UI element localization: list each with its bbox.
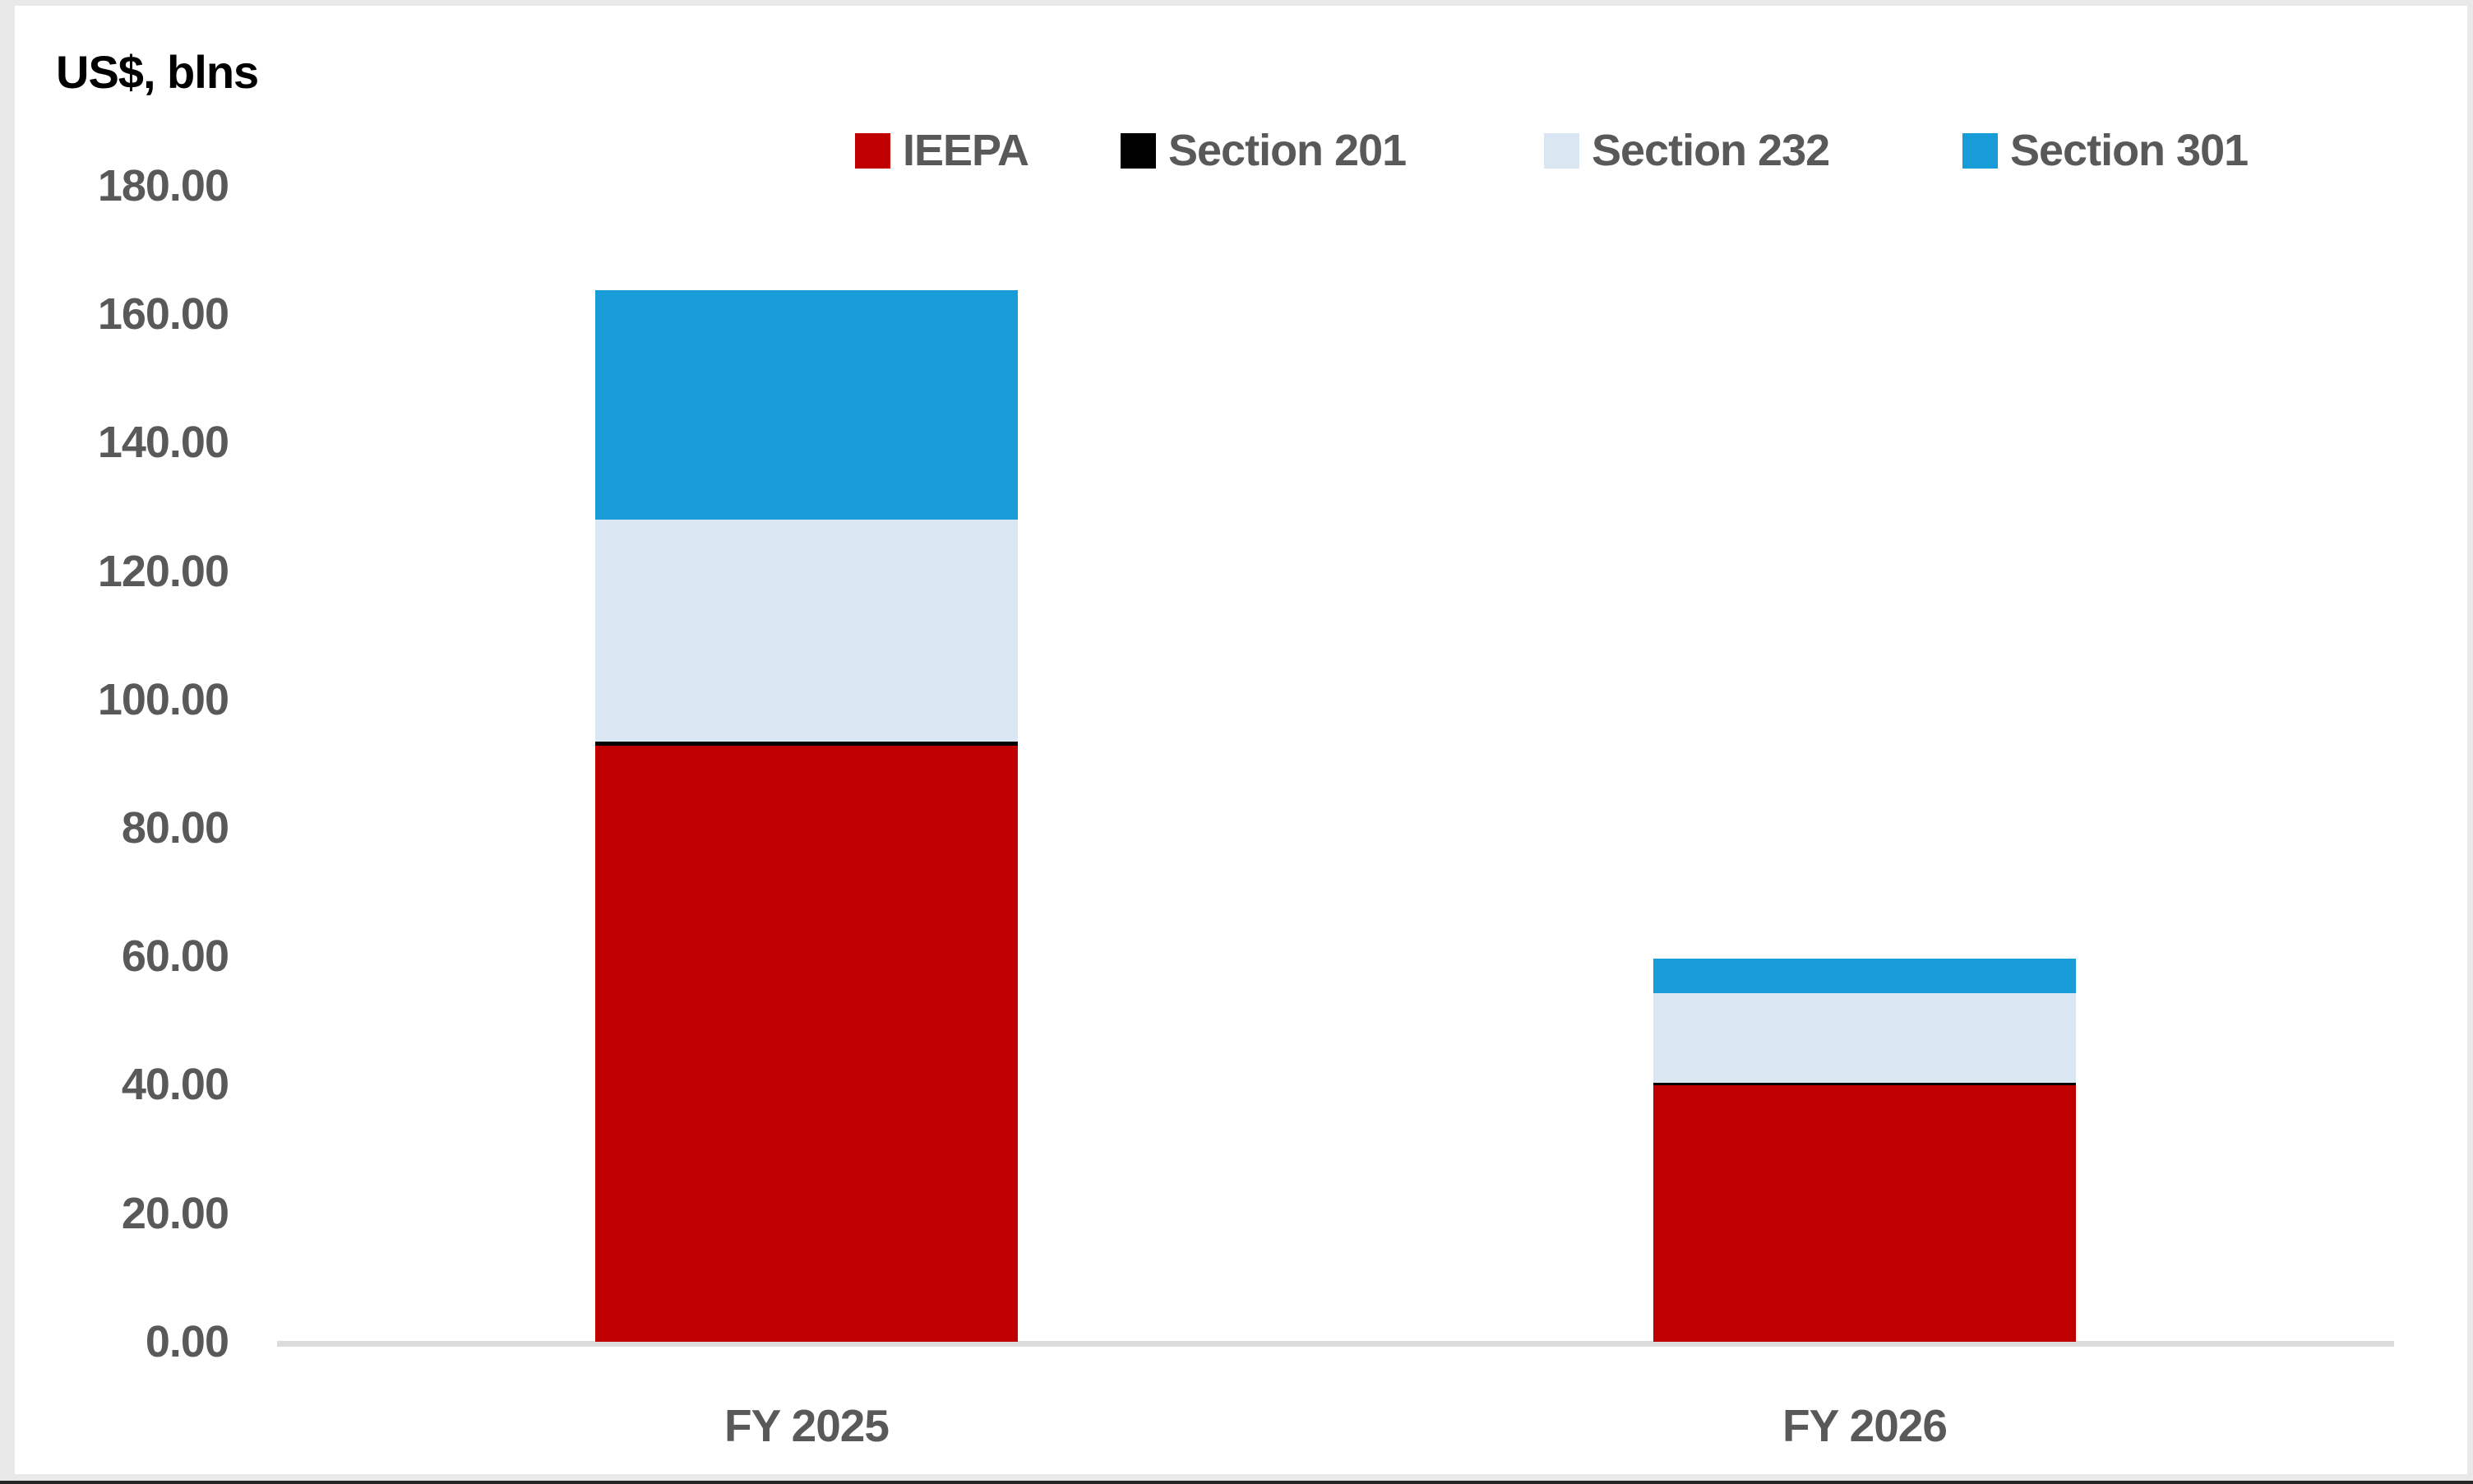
legend-item-ieepa: IEEPA (855, 126, 1029, 175)
x-tick-label: FY 2026 (1782, 1400, 1948, 1451)
legend-label: Section 301 (2010, 126, 2249, 175)
segment-section-201 (595, 742, 1018, 747)
bar-stack-fy-2025 (595, 290, 1018, 1342)
legend-swatch-icon (855, 132, 890, 169)
legend-swatch-icon (1962, 132, 1998, 169)
segment-section-201 (1653, 1083, 2076, 1086)
chart-canvas: US$, blns 180.00 160.00 140.00 120.00 100.00… (15, 6, 2467, 1474)
legend-item-section-232: Section 232 (1544, 126, 1830, 175)
segment-section-232 (595, 520, 1018, 742)
legend-label: Section 232 (1592, 126, 1830, 175)
x-tick-label: FY 2025 (724, 1400, 890, 1451)
y-tick-label: 160.00 (97, 289, 229, 340)
y-tick-label: 40.00 (121, 1060, 229, 1110)
segment-section-301 (1653, 958, 2076, 994)
y-tick-label: 180.00 (97, 161, 229, 210)
segment-section-301 (595, 290, 1018, 520)
legend-item-section-301: Section 301 (1962, 126, 2249, 175)
segment-section-232 (1653, 993, 2076, 1084)
bar-stack-fy-2026 (1653, 958, 2076, 1342)
y-tick-label: 120.00 (97, 546, 229, 596)
legend-swatch-icon (1544, 132, 1579, 169)
y-axis-title: US$, blns (56, 46, 259, 98)
segment-ieepa (1653, 1085, 2076, 1342)
y-tick-label: 140.00 (97, 418, 229, 468)
y-tick-label: 20.00 (121, 1188, 229, 1238)
legend-label: IEEPA (903, 126, 1029, 175)
legend-swatch-icon (1121, 132, 1156, 169)
y-tick-label: 100.00 (97, 674, 229, 724)
legend-label: Section 201 (1168, 126, 1407, 175)
y-tick-label: 80.00 (121, 803, 229, 853)
y-tick-label: 60.00 (121, 932, 229, 982)
segment-ieepa (595, 746, 1018, 1342)
legend-item-section-201: Section 201 (1121, 126, 1407, 175)
y-tick-label: 0.00 (145, 1316, 229, 1366)
x-axis-line (277, 1341, 2394, 1347)
